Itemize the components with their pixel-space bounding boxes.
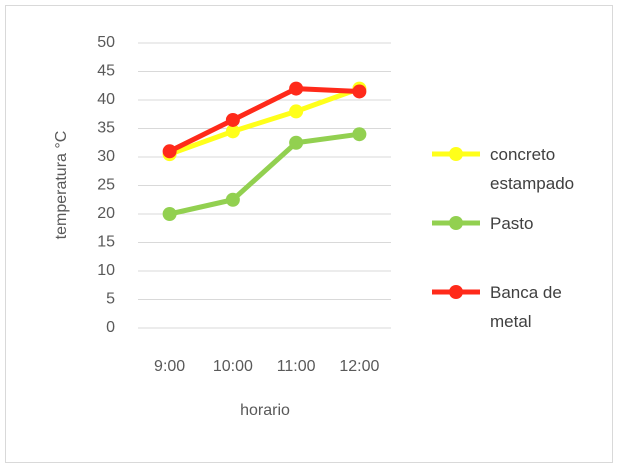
y-tick-label: 5 <box>106 291 115 308</box>
legend-marker <box>449 147 463 161</box>
data-point <box>289 81 304 96</box>
x-tick-label: 11:00 <box>277 358 316 375</box>
x-tick-label: 10:00 <box>213 358 253 375</box>
x-axis-title: horario <box>240 402 290 419</box>
y-axis-title: temperatura °C <box>53 131 70 240</box>
data-point <box>162 207 177 221</box>
chart-border <box>5 5 613 463</box>
data-point <box>225 124 240 139</box>
series-line <box>167 131 362 217</box>
data-point <box>289 135 304 150</box>
data-point <box>225 192 240 207</box>
series-line <box>167 86 362 157</box>
x-tick-label: 12:00 <box>339 358 379 375</box>
y-tick-label: 35 <box>97 120 115 137</box>
legend-label: Pasto <box>490 214 534 233</box>
data-point <box>352 84 367 99</box>
y-tick-label: 0 <box>106 319 115 336</box>
data-point <box>225 112 240 127</box>
data-point <box>162 144 177 159</box>
y-tick-label: 25 <box>97 177 115 194</box>
legend-label: Banca de metal <box>490 283 562 331</box>
series-line <box>167 86 362 154</box>
y-tick-label: 50 <box>97 34 115 51</box>
y-tick-label: 40 <box>97 91 115 108</box>
y-tick-label: 30 <box>97 148 115 165</box>
legend-marker <box>449 216 463 230</box>
data-point <box>352 127 367 142</box>
y-tick-label: 10 <box>97 262 115 279</box>
y-tick-label: 20 <box>97 205 115 222</box>
y-tick-label: 45 <box>97 63 115 80</box>
y-tick-label: 15 <box>97 234 115 251</box>
data-point <box>289 104 304 119</box>
x-tick-label: 9:00 <box>154 358 185 375</box>
legend-label: concreto estampado <box>490 145 575 193</box>
legend-marker <box>449 285 463 299</box>
